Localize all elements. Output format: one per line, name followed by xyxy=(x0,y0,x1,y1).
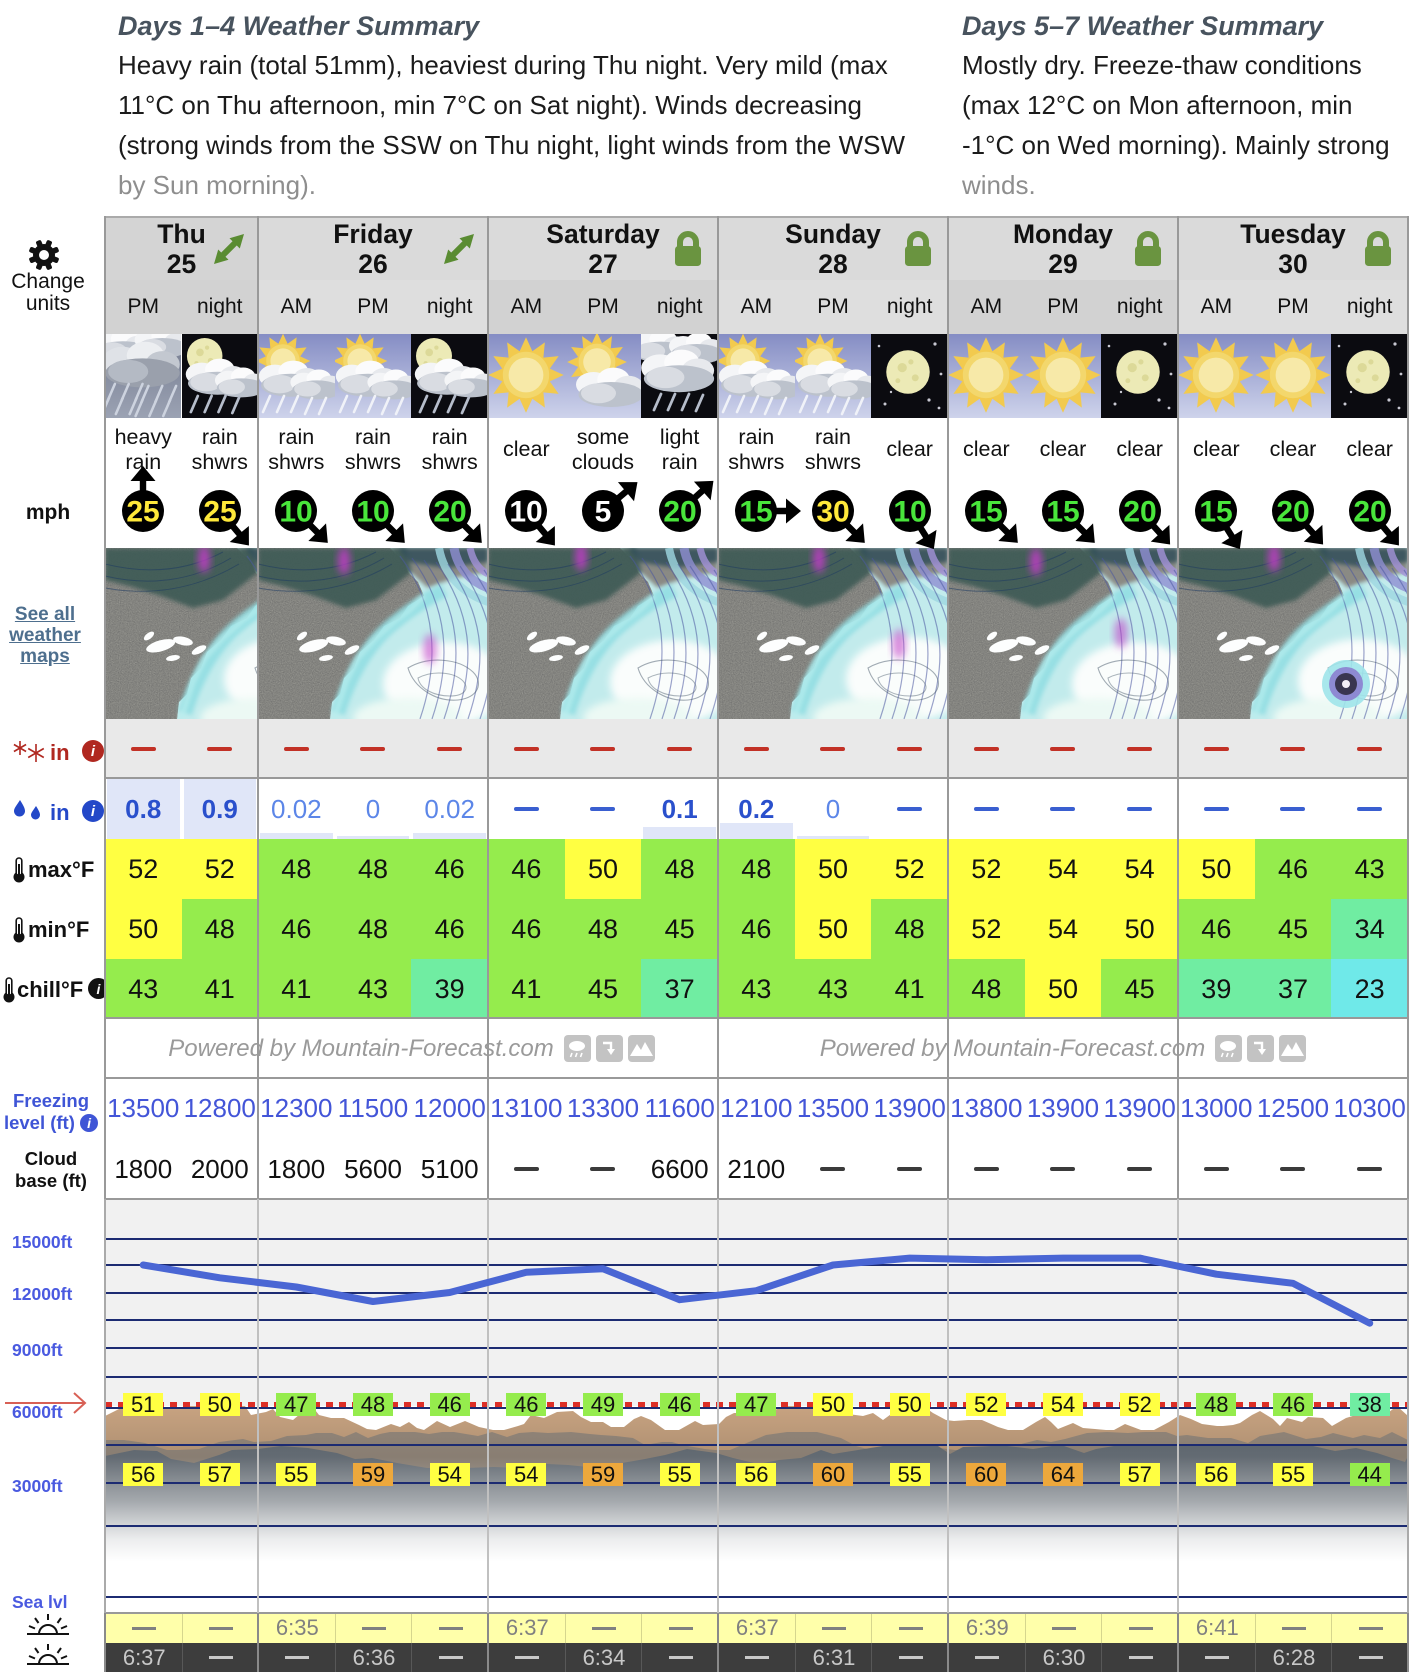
svg-text:15: 15 xyxy=(740,496,773,529)
svg-text:20: 20 xyxy=(433,496,466,529)
svg-text:20: 20 xyxy=(1123,496,1156,529)
svg-text:20: 20 xyxy=(1276,496,1309,529)
svg-text:15: 15 xyxy=(1046,496,1079,529)
svg-text:15: 15 xyxy=(1200,496,1233,529)
svg-text:10: 10 xyxy=(893,496,926,529)
svg-text:25: 25 xyxy=(127,496,160,529)
svg-text:10: 10 xyxy=(280,496,313,529)
svg-text:20: 20 xyxy=(1353,496,1386,529)
svg-text:20: 20 xyxy=(663,496,696,529)
svg-text:25: 25 xyxy=(203,496,236,529)
svg-text:10: 10 xyxy=(510,496,543,529)
svg-text:15: 15 xyxy=(970,496,1003,529)
svg-text:10: 10 xyxy=(356,496,389,529)
svg-text:30: 30 xyxy=(816,496,849,529)
svg-text:5: 5 xyxy=(595,496,612,529)
